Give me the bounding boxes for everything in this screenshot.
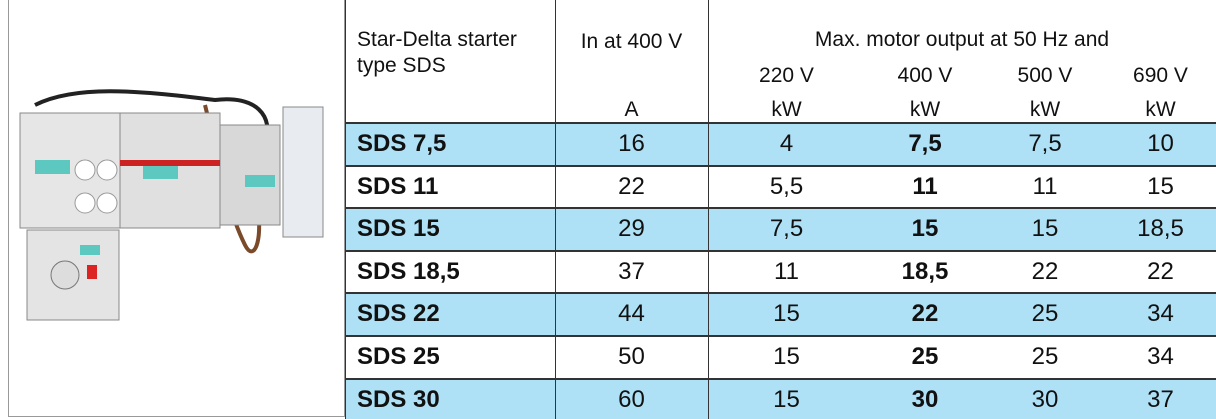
page: Star-Delta starter type SDS In at 400 V … — [0, 0, 1216, 419]
cell-value: 5,5 — [708, 173, 865, 201]
header-text: A — [555, 98, 708, 122]
cell-value: 7,5 — [708, 215, 865, 243]
cell-value: 25 — [985, 343, 1105, 371]
row-name: SDS 25 — [357, 343, 440, 371]
product-photo — [15, 85, 335, 330]
cell-value: 15 — [1105, 173, 1216, 201]
header-text: Max. motor output at 50 Hz and — [708, 28, 1216, 52]
row-name: SDS 11 — [357, 173, 438, 201]
cell-value: 18,5 — [865, 258, 985, 286]
header-text: In at 400 V — [555, 30, 708, 54]
cell-value: 16 — [555, 130, 708, 158]
cell-value: 30 — [985, 386, 1105, 414]
cell-value: 60 — [555, 386, 708, 414]
cell-value: 15 — [865, 215, 985, 243]
cell-value: 15 — [708, 386, 865, 414]
cell-value: 25 — [985, 300, 1105, 328]
cell-value: 7,5 — [985, 130, 1105, 158]
table-border — [345, 0, 346, 419]
cell-value: 15 — [985, 215, 1105, 243]
cell-value: 15 — [708, 343, 865, 371]
cell-value: 50 — [555, 343, 708, 371]
voltage-header: 400 V — [865, 64, 985, 88]
cell-value: 44 — [555, 300, 708, 328]
unit-header: kW — [985, 98, 1105, 122]
unit-header: kW — [865, 98, 985, 122]
row-name: SDS 22 — [357, 300, 440, 328]
voltage-header: 220 V — [708, 64, 865, 88]
row-name: SDS 15 — [357, 215, 440, 243]
header-text: type SDS — [357, 54, 446, 78]
cell-value: 25 — [865, 343, 985, 371]
header-text: Star-Delta starter — [357, 28, 517, 52]
cell-value: 11 — [708, 258, 865, 286]
voltage-header: 500 V — [985, 64, 1105, 88]
cell-value: 37 — [555, 258, 708, 286]
cell-value: 34 — [1105, 343, 1216, 371]
column-divider — [555, 0, 556, 419]
cell-value: 22 — [555, 173, 708, 201]
cell-value: 15 — [708, 300, 865, 328]
cell-value: 34 — [1105, 300, 1216, 328]
cell-value: 7,5 — [865, 130, 985, 158]
cell-value: 11 — [865, 173, 985, 201]
column-divider — [708, 0, 709, 419]
unit-header: kW — [1105, 98, 1216, 122]
cell-value: 22 — [985, 258, 1105, 286]
cell-value: 11 — [985, 173, 1105, 201]
cell-value: 30 — [865, 386, 985, 414]
cell-value: 10 — [1105, 130, 1216, 158]
cell-value: 22 — [1105, 258, 1216, 286]
cell-value: 18,5 — [1105, 215, 1216, 243]
cell-value: 37 — [1105, 386, 1216, 414]
voltage-header: 690 V — [1105, 64, 1216, 88]
row-name: SDS 18,5 — [357, 258, 460, 286]
unit-header: kW — [708, 98, 865, 122]
row-name: SDS 7,5 — [357, 130, 446, 158]
cell-value: 4 — [708, 130, 865, 158]
cell-value: 29 — [555, 215, 708, 243]
cell-value: 22 — [865, 300, 985, 328]
row-name: SDS 30 — [357, 386, 440, 414]
